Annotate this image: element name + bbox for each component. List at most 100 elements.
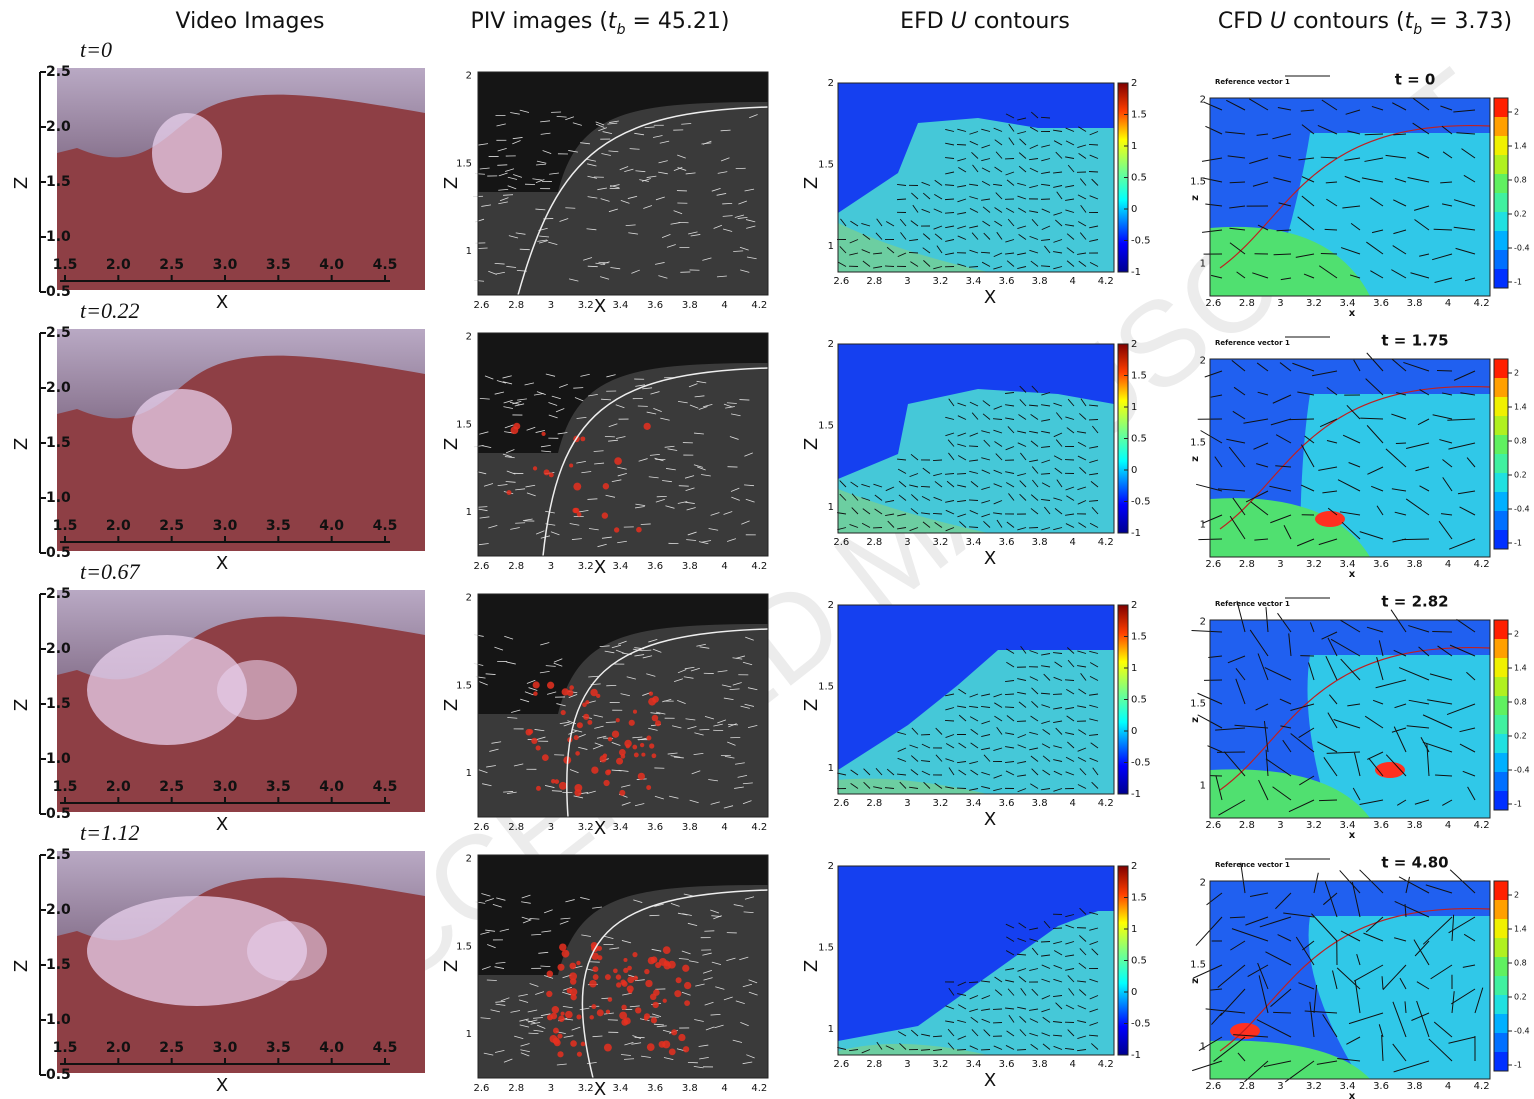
colorbar-label: -1 [1131, 789, 1141, 800]
piv-bubble [587, 719, 593, 725]
x-tick-label: 4 [721, 561, 727, 572]
piv-vector [484, 898, 494, 902]
piv-vector [499, 197, 509, 202]
piv-bubble [614, 457, 622, 465]
x-tick-label: 3.2 [933, 537, 949, 548]
piv-vector [642, 387, 653, 390]
cfd-vector [1205, 125, 1223, 135]
piv-vector [483, 483, 494, 487]
cfd-vector [1453, 109, 1476, 113]
x-tick-label: 3.5 [266, 518, 291, 534]
cfd-hotspot [1375, 762, 1405, 778]
efd-vector [1089, 941, 1099, 946]
colorbar-label: -0.5 [1131, 236, 1151, 247]
piv-vector [500, 997, 510, 1002]
piv-vector [711, 187, 721, 192]
cfd-vector [1442, 459, 1453, 468]
efd-vector [983, 439, 991, 447]
cfd-vector [1321, 99, 1338, 111]
piv-bubble [591, 766, 599, 774]
piv-vector [496, 897, 506, 901]
piv-bubble [662, 946, 671, 954]
efd-vector [1030, 755, 1039, 762]
efd-vector [945, 500, 955, 503]
piv-bubble [641, 752, 646, 757]
colorbar-label: 1 [1131, 402, 1137, 413]
x-tick-label: 2.8 [508, 561, 524, 572]
cfd-vector [1324, 881, 1338, 918]
cfd-vector [1446, 703, 1476, 716]
y-tick-label: 2 [828, 339, 834, 350]
piv-vector [572, 729, 583, 733]
x-tick-label: 2.8 [508, 1083, 524, 1094]
efd-vector [1029, 650, 1039, 654]
efd-vector [1005, 1007, 1015, 1010]
piv-vector [597, 543, 607, 548]
piv-bubble [546, 681, 555, 689]
efd-vector [1006, 521, 1015, 528]
efd-vector [1041, 404, 1051, 407]
efd-vector [1053, 432, 1063, 438]
efd-vector [897, 513, 907, 517]
cfd-vector [1414, 940, 1430, 957]
piv-bubble [560, 1011, 565, 1016]
cfd-vector [1392, 1043, 1407, 1062]
efd-vector [885, 1045, 895, 1050]
x-tick-label: 3.6 [647, 300, 663, 311]
efd-vector [969, 196, 979, 200]
video-foam [152, 113, 222, 193]
cfd-vector [1466, 671, 1476, 681]
x-tick-label: 3.2 [1306, 1081, 1322, 1092]
y-tick-label: 1.5 [1190, 698, 1206, 709]
x-tick-label: 2.6 [833, 276, 849, 287]
piv-vector [729, 688, 740, 691]
cfd-vector [1288, 799, 1315, 813]
piv-vector [567, 720, 577, 725]
colorbar-label: -1 [1131, 528, 1141, 539]
piv-vector [648, 476, 659, 479]
efd-vector [1064, 679, 1075, 681]
piv-vector [681, 950, 691, 955]
efd-vector [969, 716, 979, 722]
header-part: CFD [1218, 9, 1270, 34]
efd-vector [1029, 731, 1039, 735]
piv-vector [681, 991, 691, 996]
video-air [57, 329, 425, 419]
piv-vector [553, 662, 563, 667]
colorbar-label: -1 [1514, 539, 1522, 548]
efd-vector [934, 233, 943, 240]
efd-vector [1005, 239, 1015, 243]
x-tick-label: 3.8 [1032, 276, 1048, 287]
y-tick-label: 1 [828, 241, 834, 252]
efd-vector [921, 760, 931, 762]
cfd-vector [1442, 477, 1453, 492]
piv-vector [710, 909, 720, 914]
x-tick-label: 2.6 [1205, 298, 1221, 309]
efd-vector [1017, 968, 1027, 972]
efd-vector [1017, 788, 1027, 793]
cfd-vector [1245, 916, 1269, 926]
efd-vector [944, 473, 955, 475]
efd-vector [957, 128, 967, 132]
x-tick-label: 3.6 [647, 561, 663, 572]
piv-vector [726, 402, 737, 404]
time-label: t=0 [80, 37, 112, 62]
piv-vector [600, 198, 610, 202]
efd-vector [1055, 219, 1063, 227]
efd-vector [921, 208, 931, 213]
piv-vector [528, 687, 538, 691]
efd-vector [1053, 212, 1063, 216]
header-part: t [1405, 9, 1415, 34]
video-air [57, 68, 425, 158]
piv-contour [581, 889, 769, 1079]
cfd-vector [1226, 99, 1246, 111]
piv-vector [549, 172, 559, 175]
cfd-vector [1396, 799, 1407, 806]
efd-vector [957, 993, 967, 996]
cfd-vector [1234, 724, 1269, 729]
efd-vector [957, 513, 967, 518]
efd-vector [862, 508, 871, 515]
piv-vector [624, 168, 634, 172]
efd-vector [969, 140, 979, 146]
piv-vector [735, 655, 746, 659]
